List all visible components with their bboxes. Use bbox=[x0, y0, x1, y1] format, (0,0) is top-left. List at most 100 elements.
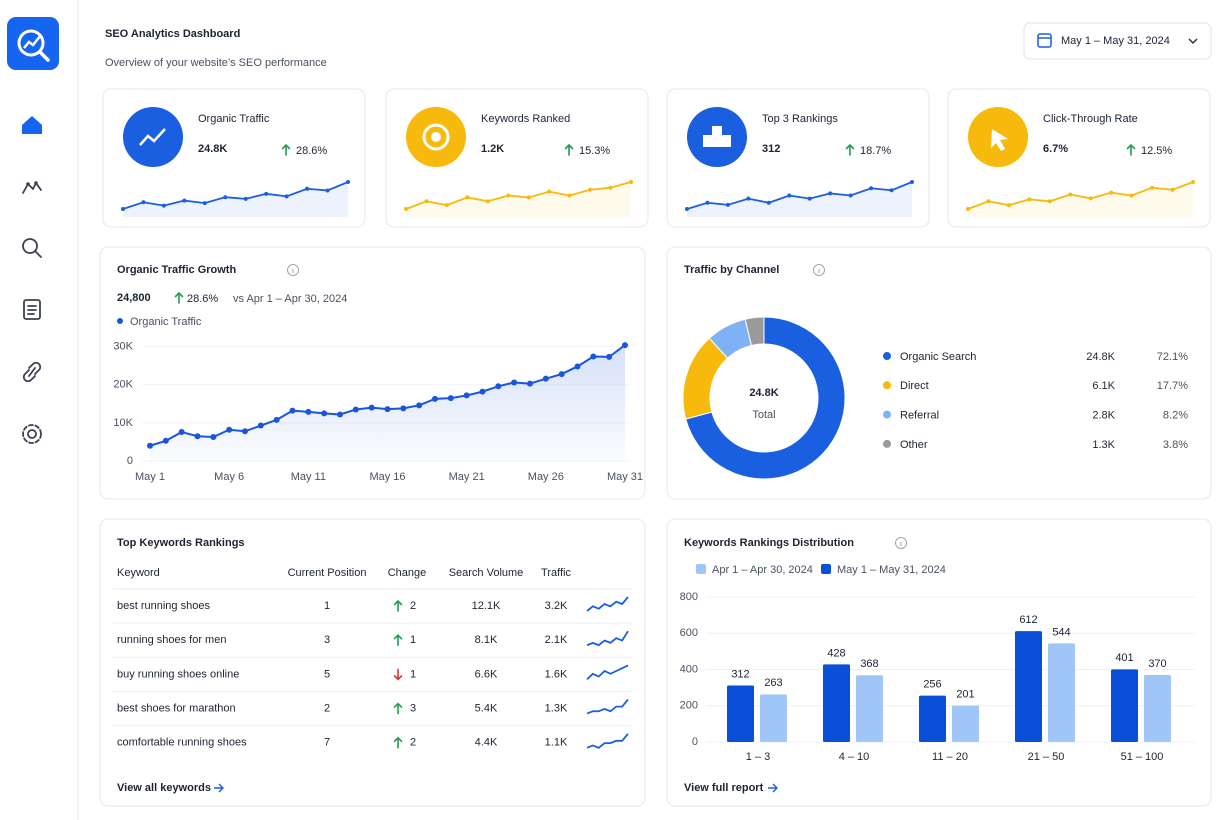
bar bbox=[1048, 643, 1075, 742]
line-point bbox=[289, 407, 296, 414]
bar bbox=[760, 694, 787, 742]
search-volume: 12.1K bbox=[472, 600, 501, 612]
x-tick-label: 51 – 100 bbox=[1121, 751, 1164, 763]
bar-value-label: 428 bbox=[827, 647, 845, 659]
sparkline-point bbox=[284, 194, 289, 199]
sparkline-point bbox=[202, 201, 207, 206]
kpi-change: 28.6% bbox=[296, 145, 327, 157]
position: 3 bbox=[324, 634, 330, 646]
sparkline-point bbox=[766, 200, 771, 205]
line-point bbox=[257, 422, 264, 429]
line-point bbox=[574, 363, 581, 370]
nav-home[interactable] bbox=[22, 116, 42, 134]
x-tick-label: May 21 bbox=[449, 471, 485, 483]
line-point bbox=[337, 411, 343, 418]
line-point bbox=[178, 429, 185, 436]
comparison: vs Apr 1 – Apr 30, 2024 bbox=[233, 293, 347, 305]
legend-label: Other bbox=[900, 439, 928, 451]
kpi-icon-bg bbox=[123, 107, 183, 167]
sparkline-point bbox=[848, 193, 853, 198]
line-point bbox=[384, 406, 391, 413]
y-tick-label: 200 bbox=[680, 700, 698, 712]
panel-title: Keywords Rankings Distribution bbox=[684, 537, 854, 549]
sparkline bbox=[686, 181, 913, 210]
legend-swatch bbox=[821, 564, 831, 574]
legend-percent: 17.7% bbox=[1157, 380, 1188, 392]
legend-label: Referral bbox=[900, 410, 939, 422]
link-arrow bbox=[214, 783, 224, 793]
change: 1 bbox=[410, 634, 416, 646]
sparkline-point bbox=[1088, 196, 1093, 201]
bar-value-label: 612 bbox=[1019, 614, 1037, 626]
arrow-up bbox=[174, 291, 184, 304]
sparkline-point bbox=[404, 207, 408, 211]
arrow-up bbox=[393, 702, 403, 715]
sparkline-point bbox=[1027, 197, 1032, 202]
sparkline-point bbox=[807, 196, 812, 201]
kpi-label: Top 3 Rankings bbox=[762, 113, 838, 125]
bar-value-label: 368 bbox=[860, 658, 878, 670]
search-volume: 5.4K bbox=[475, 703, 498, 715]
view-all-link[interactable]: View all keywords bbox=[117, 782, 211, 794]
legend-dot bbox=[883, 381, 891, 390]
column-header: Change bbox=[388, 567, 427, 579]
position: 2 bbox=[324, 703, 330, 715]
sparkline-point bbox=[506, 193, 511, 198]
sparkline bbox=[586, 733, 629, 749]
sparkline-area bbox=[123, 182, 348, 217]
line-point bbox=[147, 442, 153, 449]
donut-center-label: Total bbox=[752, 409, 775, 421]
arrow-down bbox=[393, 668, 403, 681]
bar bbox=[1015, 631, 1042, 742]
arrow-up bbox=[1126, 143, 1136, 156]
kpi-value: 312 bbox=[762, 143, 780, 155]
traffic: 3.2K bbox=[545, 600, 568, 612]
sparkline bbox=[586, 596, 629, 612]
legend-count: 2.8K bbox=[1092, 410, 1115, 422]
sparkline-point bbox=[1170, 187, 1175, 192]
legend-label: Organic Traffic bbox=[130, 316, 202, 328]
line-point bbox=[590, 353, 597, 360]
line-point bbox=[194, 433, 201, 440]
x-tick-label: May 31 bbox=[607, 471, 643, 483]
kpi-value: 1.2K bbox=[481, 143, 504, 155]
legend-dot bbox=[883, 410, 891, 419]
nav-search[interactable] bbox=[22, 238, 42, 258]
y-tick-label: 10K bbox=[113, 417, 133, 429]
nav-reports[interactable] bbox=[23, 299, 41, 320]
sparkline-point bbox=[828, 191, 833, 196]
change: 1 bbox=[410, 668, 416, 680]
nav-settings[interactable] bbox=[22, 424, 42, 444]
kpi-icon bbox=[431, 132, 441, 142]
y-tick-label: 800 bbox=[680, 591, 698, 603]
position: 7 bbox=[324, 737, 330, 749]
x-tick-label: May 16 bbox=[369, 471, 405, 483]
arrow-up bbox=[564, 143, 574, 156]
sparkline bbox=[586, 699, 629, 715]
x-tick-label: May 26 bbox=[528, 471, 564, 483]
nav-links[interactable] bbox=[22, 361, 42, 383]
panel-title: Top Keywords Rankings bbox=[117, 537, 245, 549]
legend-swatch bbox=[696, 564, 706, 574]
info-icon bbox=[813, 264, 825, 276]
kpi-change: 12.5% bbox=[1141, 145, 1172, 157]
nav-analytics[interactable] bbox=[22, 181, 42, 194]
logo[interactable] bbox=[7, 17, 59, 70]
sparkline-point bbox=[1109, 190, 1114, 195]
sparkline-point bbox=[223, 195, 228, 200]
keyword: buy running shoes online bbox=[117, 668, 239, 680]
bar-value-label: 370 bbox=[1148, 658, 1166, 670]
line-point bbox=[226, 426, 233, 433]
sparkline-point bbox=[986, 199, 991, 204]
legend-count: 6.1K bbox=[1092, 380, 1115, 392]
view-report-link[interactable]: View full report bbox=[684, 782, 764, 794]
y-tick-label: 600 bbox=[680, 627, 698, 639]
kpi-label: Organic Traffic bbox=[198, 113, 270, 125]
line-area bbox=[150, 345, 625, 461]
date-picker[interactable]: May 1 – May 31, 2024 bbox=[1023, 22, 1212, 60]
y-tick-label: 0 bbox=[127, 455, 133, 467]
kpi-change: 15.3% bbox=[579, 145, 610, 157]
line-point bbox=[463, 392, 470, 399]
line-point bbox=[352, 406, 359, 413]
legend-percent: 3.8% bbox=[1163, 439, 1188, 451]
